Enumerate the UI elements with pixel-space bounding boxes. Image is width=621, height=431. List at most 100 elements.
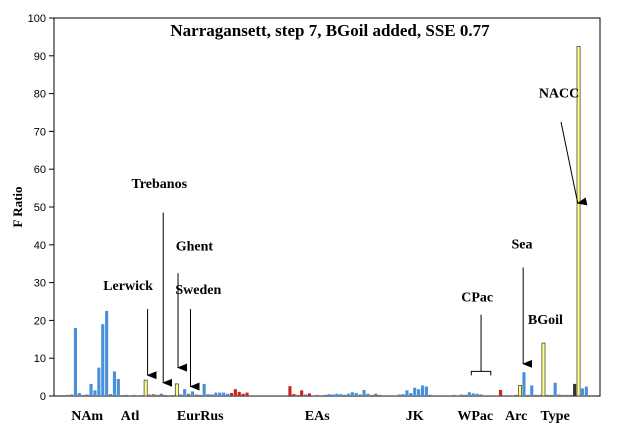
bar (237, 391, 241, 396)
bar (116, 378, 120, 396)
bar (444, 395, 448, 396)
bar (249, 395, 253, 396)
group-label: Type (540, 409, 569, 424)
y-tick-label: 10 (34, 353, 46, 365)
y-tick-label: 40 (34, 240, 46, 252)
bar (389, 395, 393, 396)
bar (569, 394, 573, 396)
annotation-label: CPac (461, 291, 493, 306)
bar (163, 394, 167, 396)
bar (346, 393, 351, 396)
bar (467, 392, 471, 396)
bar (479, 394, 483, 396)
annotation-label: Ghent (176, 239, 214, 254)
y-ticks: 0 10 20 30 40 50 60 70 80 90 100 (28, 13, 54, 403)
bar (89, 383, 93, 396)
y-axis-label: F Ratio (10, 186, 25, 227)
bar (541, 342, 546, 397)
group-label: EurRus (177, 409, 224, 424)
plot-area (53, 17, 601, 397)
bar (241, 393, 245, 396)
bar (292, 394, 296, 396)
bar (132, 394, 136, 396)
bar (307, 393, 312, 396)
y-tick-label: 70 (34, 126, 46, 138)
bar (432, 395, 436, 396)
bar (147, 394, 152, 396)
bar (206, 394, 210, 396)
bar (385, 395, 390, 396)
bar (565, 394, 569, 396)
bar (483, 395, 487, 396)
bar (222, 392, 226, 396)
bar (573, 383, 577, 396)
bar (339, 394, 343, 396)
bar (491, 395, 495, 396)
bar (202, 383, 206, 396)
bar (300, 390, 304, 396)
bar (105, 310, 109, 396)
annotation-label: BGoil (528, 313, 563, 328)
bar (194, 394, 198, 396)
annotation-label: NACC (539, 86, 579, 101)
bar (214, 392, 218, 396)
bar (225, 393, 230, 396)
bar (514, 394, 518, 396)
annotation-arrow (560, 121, 588, 206)
bar (124, 394, 128, 396)
y-tick-label: 0 (40, 391, 46, 403)
group-label: WPac (457, 409, 493, 424)
bar (342, 394, 347, 396)
bar (561, 394, 565, 396)
bar (77, 392, 81, 396)
y-tick-label: 20 (34, 315, 46, 327)
bar (534, 394, 538, 396)
bar (327, 394, 331, 396)
group-label: Atl (121, 409, 140, 424)
bar (549, 394, 553, 396)
annotation-label: Sea (512, 238, 533, 253)
group-labels: NAm Atl EurRus EAs JK WPac Arc Type (71, 409, 570, 424)
bar (545, 394, 549, 396)
annotation-bracket (470, 363, 492, 376)
bar (85, 394, 89, 396)
bar (264, 395, 269, 396)
bar (69, 394, 74, 396)
bars (66, 45, 588, 397)
bar (66, 394, 70, 396)
bar (401, 394, 405, 396)
bar (405, 390, 409, 396)
y-tick-label: 80 (34, 89, 46, 101)
bar (354, 392, 358, 396)
bar (245, 392, 249, 396)
bar (288, 386, 292, 396)
bar (358, 394, 362, 396)
bar (424, 386, 429, 396)
bar (428, 394, 432, 396)
bar (475, 393, 479, 396)
bar (397, 394, 401, 396)
bar (463, 394, 468, 396)
bar (101, 324, 105, 396)
y-tick-label: 30 (34, 278, 46, 290)
bar (498, 389, 503, 396)
y-tick-label: 100 (28, 13, 46, 25)
bar (81, 394, 85, 396)
bar (261, 395, 265, 396)
bar (183, 389, 187, 396)
chart-title: Narragansett, step 7, BGoil added, SSE 0… (170, 21, 490, 40)
bar (151, 394, 156, 396)
bar (448, 395, 452, 396)
bar (471, 393, 475, 396)
bar (366, 393, 370, 396)
group-label: JK (406, 409, 424, 424)
bar (522, 372, 526, 396)
bar (296, 394, 300, 396)
y-tick-label: 90 (34, 51, 46, 63)
bar (381, 395, 386, 396)
y-tick-label: 60 (34, 164, 46, 176)
bar (190, 391, 195, 396)
bar (159, 393, 163, 396)
bar (218, 392, 222, 396)
bar (257, 395, 261, 396)
